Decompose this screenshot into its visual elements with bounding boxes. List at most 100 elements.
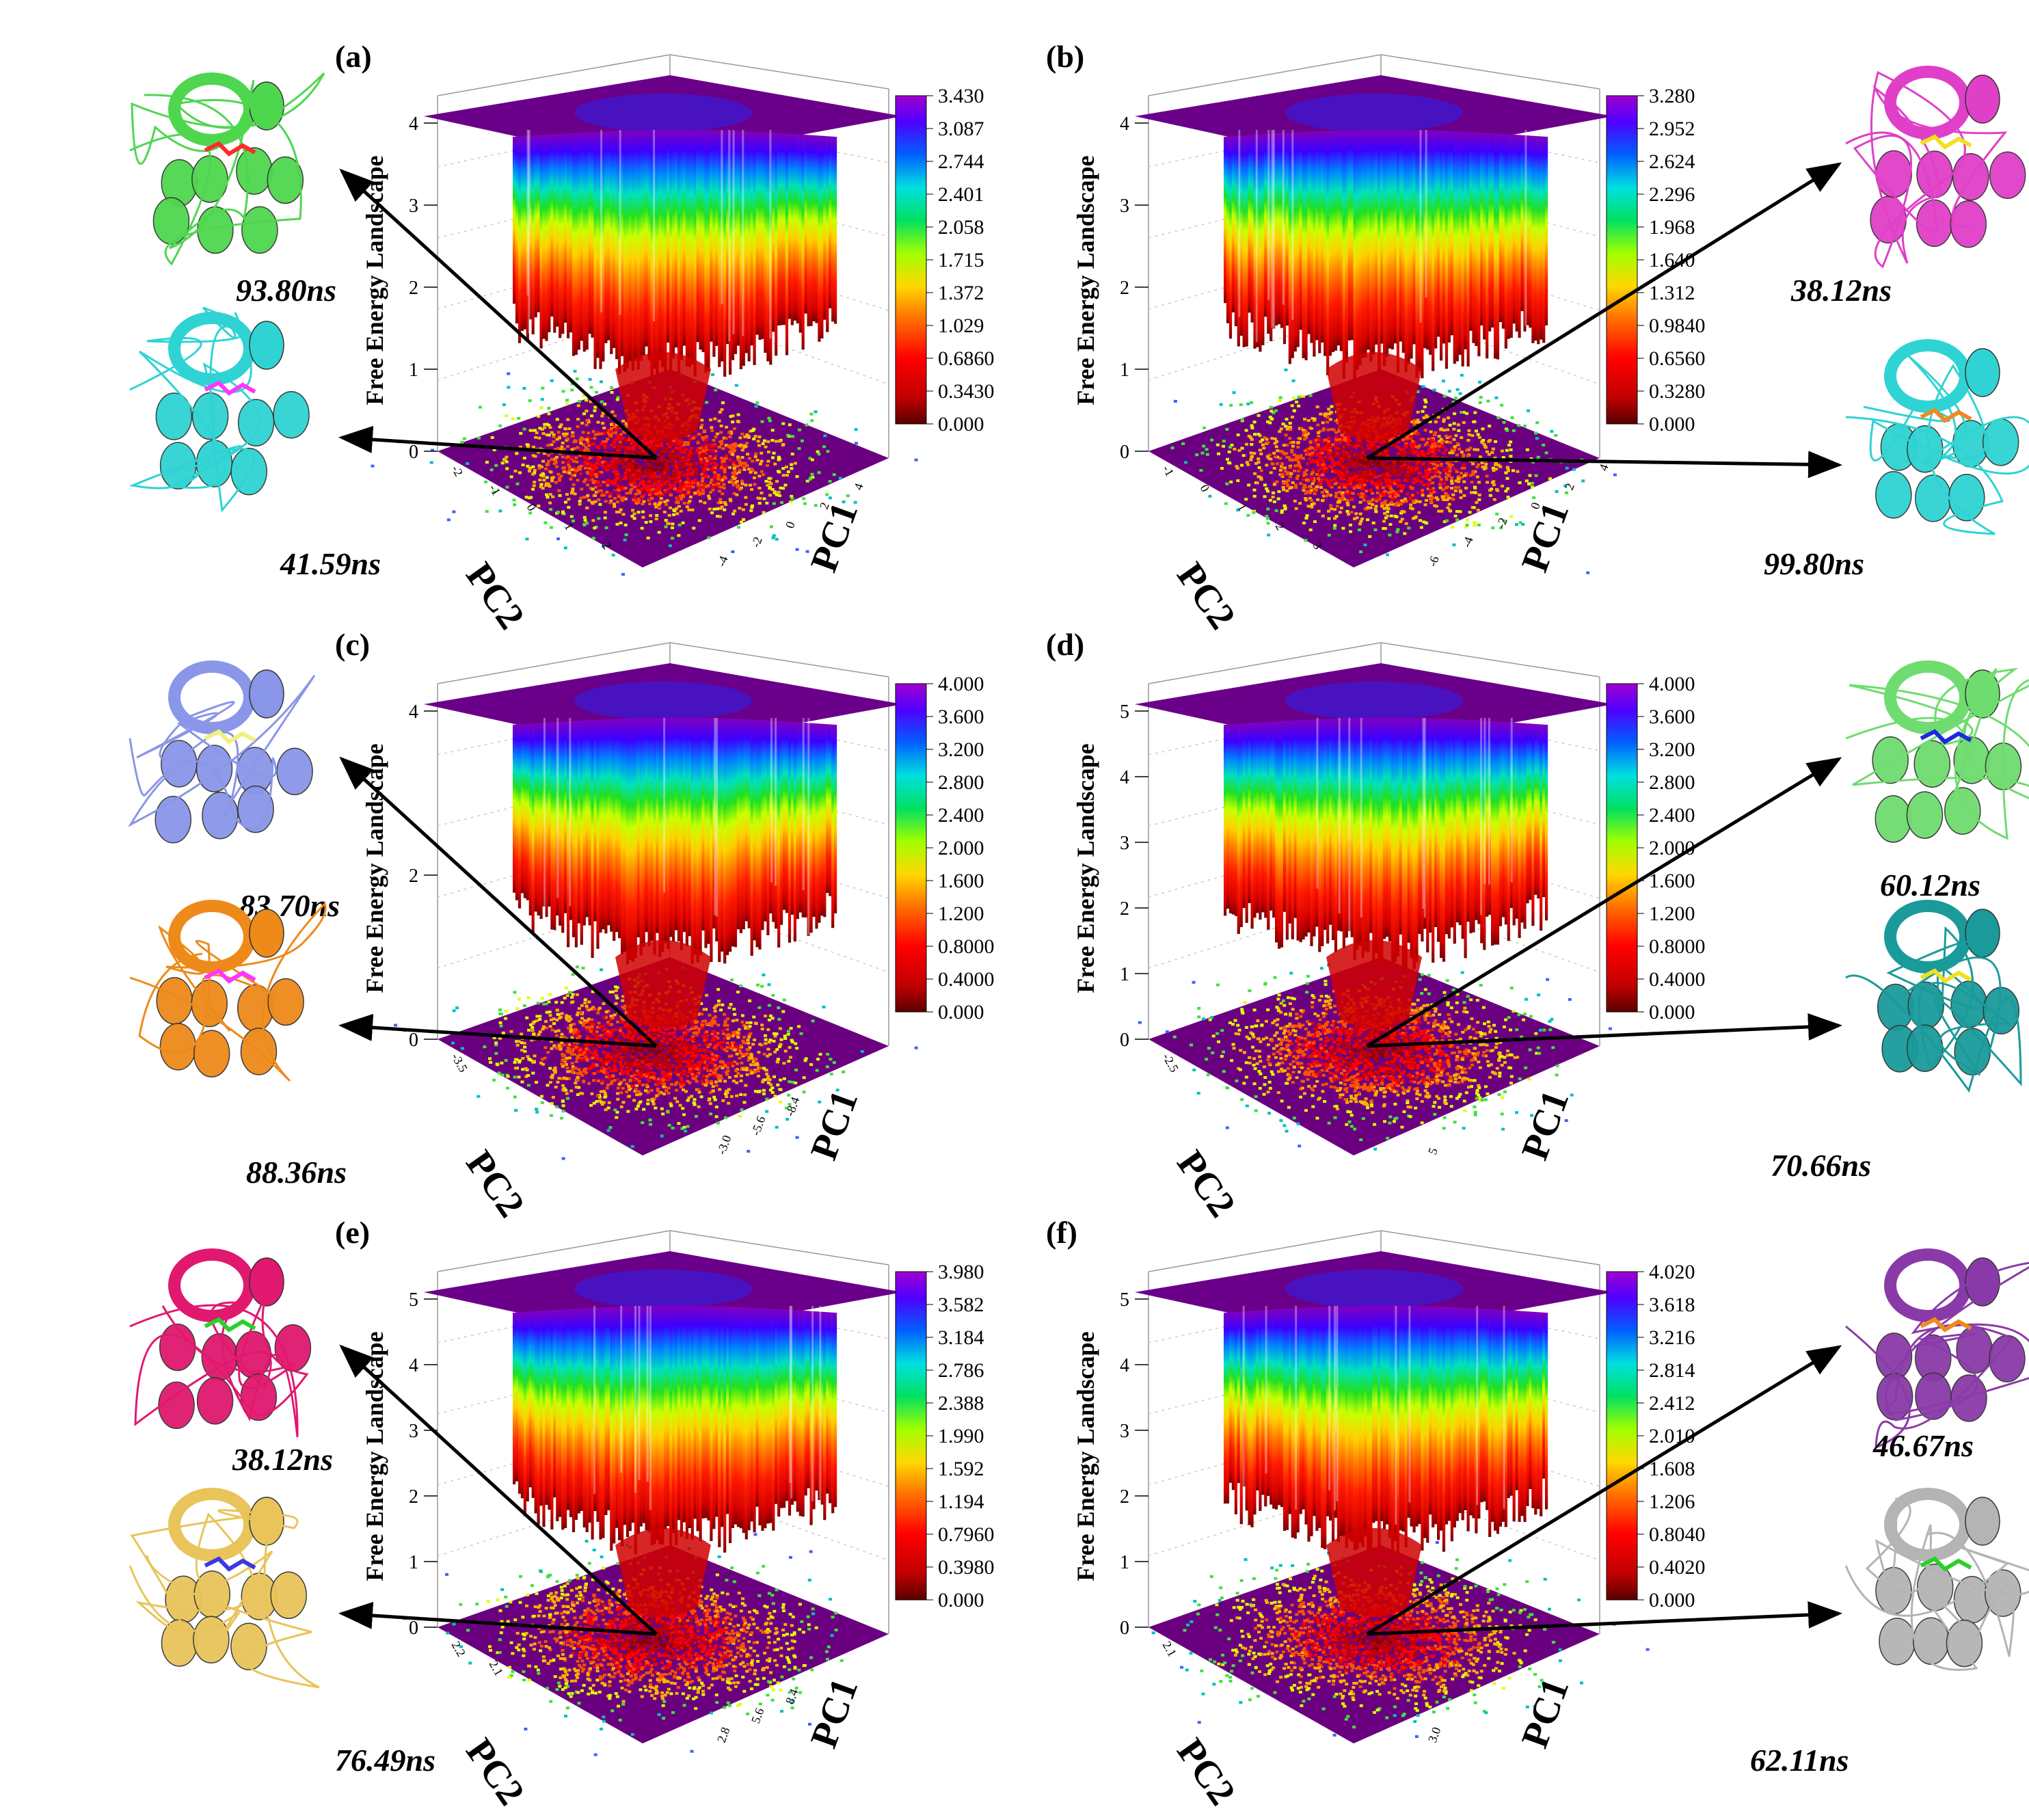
z-tick-label: 4	[1120, 1355, 1129, 1376]
z-axis-label: Free Energy Landscape	[1072, 1331, 1099, 1581]
panel-label: (b)	[1046, 39, 1084, 74]
colorbar-tick-label: 1.592	[938, 1458, 984, 1480]
colorbar-tick-label: 3.184	[938, 1326, 984, 1349]
colorbar-tick-label: 3.430	[938, 85, 984, 107]
pc2-tick-label: 1	[1235, 501, 1250, 513]
colorbar-tick-label: 2.400	[1649, 804, 1695, 827]
colorbar-tick-label: 0.4000	[938, 968, 995, 991]
colorbar-tick-label: 0.000	[938, 1001, 984, 1023]
pc1-tick-label: -4	[1460, 535, 1476, 549]
colorbar-tick-label: 2.400	[938, 804, 984, 827]
colorbar-tick-label: 2.800	[938, 771, 984, 794]
colorbar-tick-label: 0.6860	[938, 347, 995, 370]
pc2-axis-label: PC2	[457, 1731, 533, 1813]
colorbar-tick-label: 2.010	[1649, 1425, 1695, 1447]
protein-structure	[1846, 667, 2029, 842]
colorbar-tick-label: 1.312	[1649, 282, 1695, 304]
pc2-axis-label: PC2	[1168, 1731, 1244, 1813]
pc2-tick-label: 0	[524, 501, 539, 513]
z-tick-label: 0	[409, 1618, 418, 1639]
z-tick-label: 4	[409, 1355, 418, 1376]
energy-surface	[1135, 663, 1613, 1029]
colorbar-tick-label: 2.624	[1649, 150, 1695, 173]
colorbar: 3.2802.9522.6242.2961.9681.6401.3120.984…	[1607, 85, 1706, 436]
colorbar-tick-label: 3.200	[1649, 738, 1695, 761]
snapshot-time-label: 38.12ns	[1790, 273, 1892, 308]
z-tick-label: 1	[409, 1552, 418, 1573]
z-tick-label: 2	[1120, 1486, 1129, 1508]
colorbar-tick-label: 0.8000	[938, 935, 995, 958]
z-tick-label: 1	[1120, 964, 1129, 985]
colorbar-tick-label: 2.786	[938, 1359, 984, 1382]
colorbar-tick-label: 3.618	[1649, 1294, 1695, 1316]
pc1-axis-label: PC1	[1514, 1673, 1577, 1754]
ligand	[205, 1320, 255, 1330]
pc2-axis-label: PC2	[1168, 555, 1244, 637]
energy-surface	[424, 1251, 902, 1617]
colorbar-tick-label: 2.744	[938, 150, 984, 173]
colorbar-tick-label: 0.7960	[938, 1523, 995, 1546]
protein-structure	[1846, 345, 2029, 534]
colorbar-tick-label: 3.280	[1649, 85, 1695, 107]
pc1-tick-label: -6	[1425, 554, 1442, 568]
pc1-tick-label: 0	[783, 520, 798, 530]
protein-structure	[130, 1494, 319, 1687]
z-axis-label: Free Energy Landscape	[1072, 743, 1099, 993]
pc1-tick-label: 4	[851, 481, 866, 492]
snapshot-time-label: 99.80ns	[1764, 546, 1864, 581]
ligand	[1921, 971, 1971, 981]
colorbar-tick-label: 0.000	[1649, 1589, 1695, 1611]
snapshot-time-label: 93.80ns	[236, 273, 336, 308]
z-tick-label: 1	[409, 360, 418, 381]
z-tick-label: 1	[1120, 1552, 1129, 1573]
z-tick-label: 3	[1120, 196, 1129, 217]
colorbar-tick-label: 2.296	[1649, 183, 1695, 206]
energy-surface	[424, 75, 902, 441]
colorbar-tick-label: 1.206	[1649, 1490, 1695, 1513]
pc2-axis-label: PC2	[1168, 1143, 1244, 1225]
pc1-tick-label: 3.0	[1425, 1725, 1443, 1744]
pc1-axis-label: PC1	[803, 497, 866, 578]
z-tick-label: 5	[1120, 1289, 1129, 1311]
colorbar-tick-label: 2.800	[1649, 771, 1695, 794]
colorbar-tick-label: 3.582	[938, 1294, 984, 1316]
colorbar-tick-label: 3.980	[938, 1261, 984, 1283]
pc1-axis-label: PC1	[1514, 1085, 1577, 1166]
z-tick-label: 2	[1120, 898, 1129, 920]
protein-structure	[130, 1255, 310, 1437]
z-tick-label: 2	[409, 866, 418, 887]
z-tick-label: 1	[1120, 360, 1129, 381]
panel-label: (f)	[1046, 1215, 1077, 1250]
colorbar-tick-label: 4.000	[938, 673, 984, 695]
z-tick-label: 0	[1120, 1618, 1129, 1639]
colorbar-tick-label: 0.4020	[1649, 1556, 1706, 1579]
pc1-tick-label: 2.8	[714, 1725, 732, 1744]
panel-label: (e)	[335, 1215, 370, 1250]
colorbar-tick-label: 0.4000	[1649, 968, 1706, 991]
z-tick-label: 4	[409, 113, 418, 135]
snapshot-time-label: 38.12ns	[232, 1442, 333, 1477]
pc1-tick-label: -4	[714, 554, 731, 568]
colorbar-tick-label: 1.194	[938, 1490, 984, 1513]
energy-surface	[424, 663, 902, 1029]
z-tick-label: 0	[409, 1030, 418, 1051]
pc1-tick-label: 2	[1562, 481, 1577, 492]
snapshot-time-label: 76.49ns	[335, 1743, 435, 1778]
colorbar-tick-label: 1.990	[938, 1425, 984, 1447]
colorbar-tick-label: 2.814	[1649, 1359, 1695, 1382]
pc1-tick-label: -5.6	[749, 1114, 768, 1138]
z-tick-label: 3	[409, 1421, 418, 1442]
colorbar: 4.0003.6003.2002.8002.4002.0001.6001.200…	[896, 673, 995, 1023]
colorbar-tick-label: 1.200	[938, 902, 984, 925]
pc1-tick-label: 5	[1425, 1146, 1440, 1156]
pc1-axis-label: PC1	[1514, 497, 1577, 578]
colorbar-tick-label: 1.715	[938, 249, 984, 271]
colorbar-tick-label: 2.388	[938, 1392, 984, 1415]
colorbar-tick-label: 0.9840	[1649, 315, 1706, 337]
